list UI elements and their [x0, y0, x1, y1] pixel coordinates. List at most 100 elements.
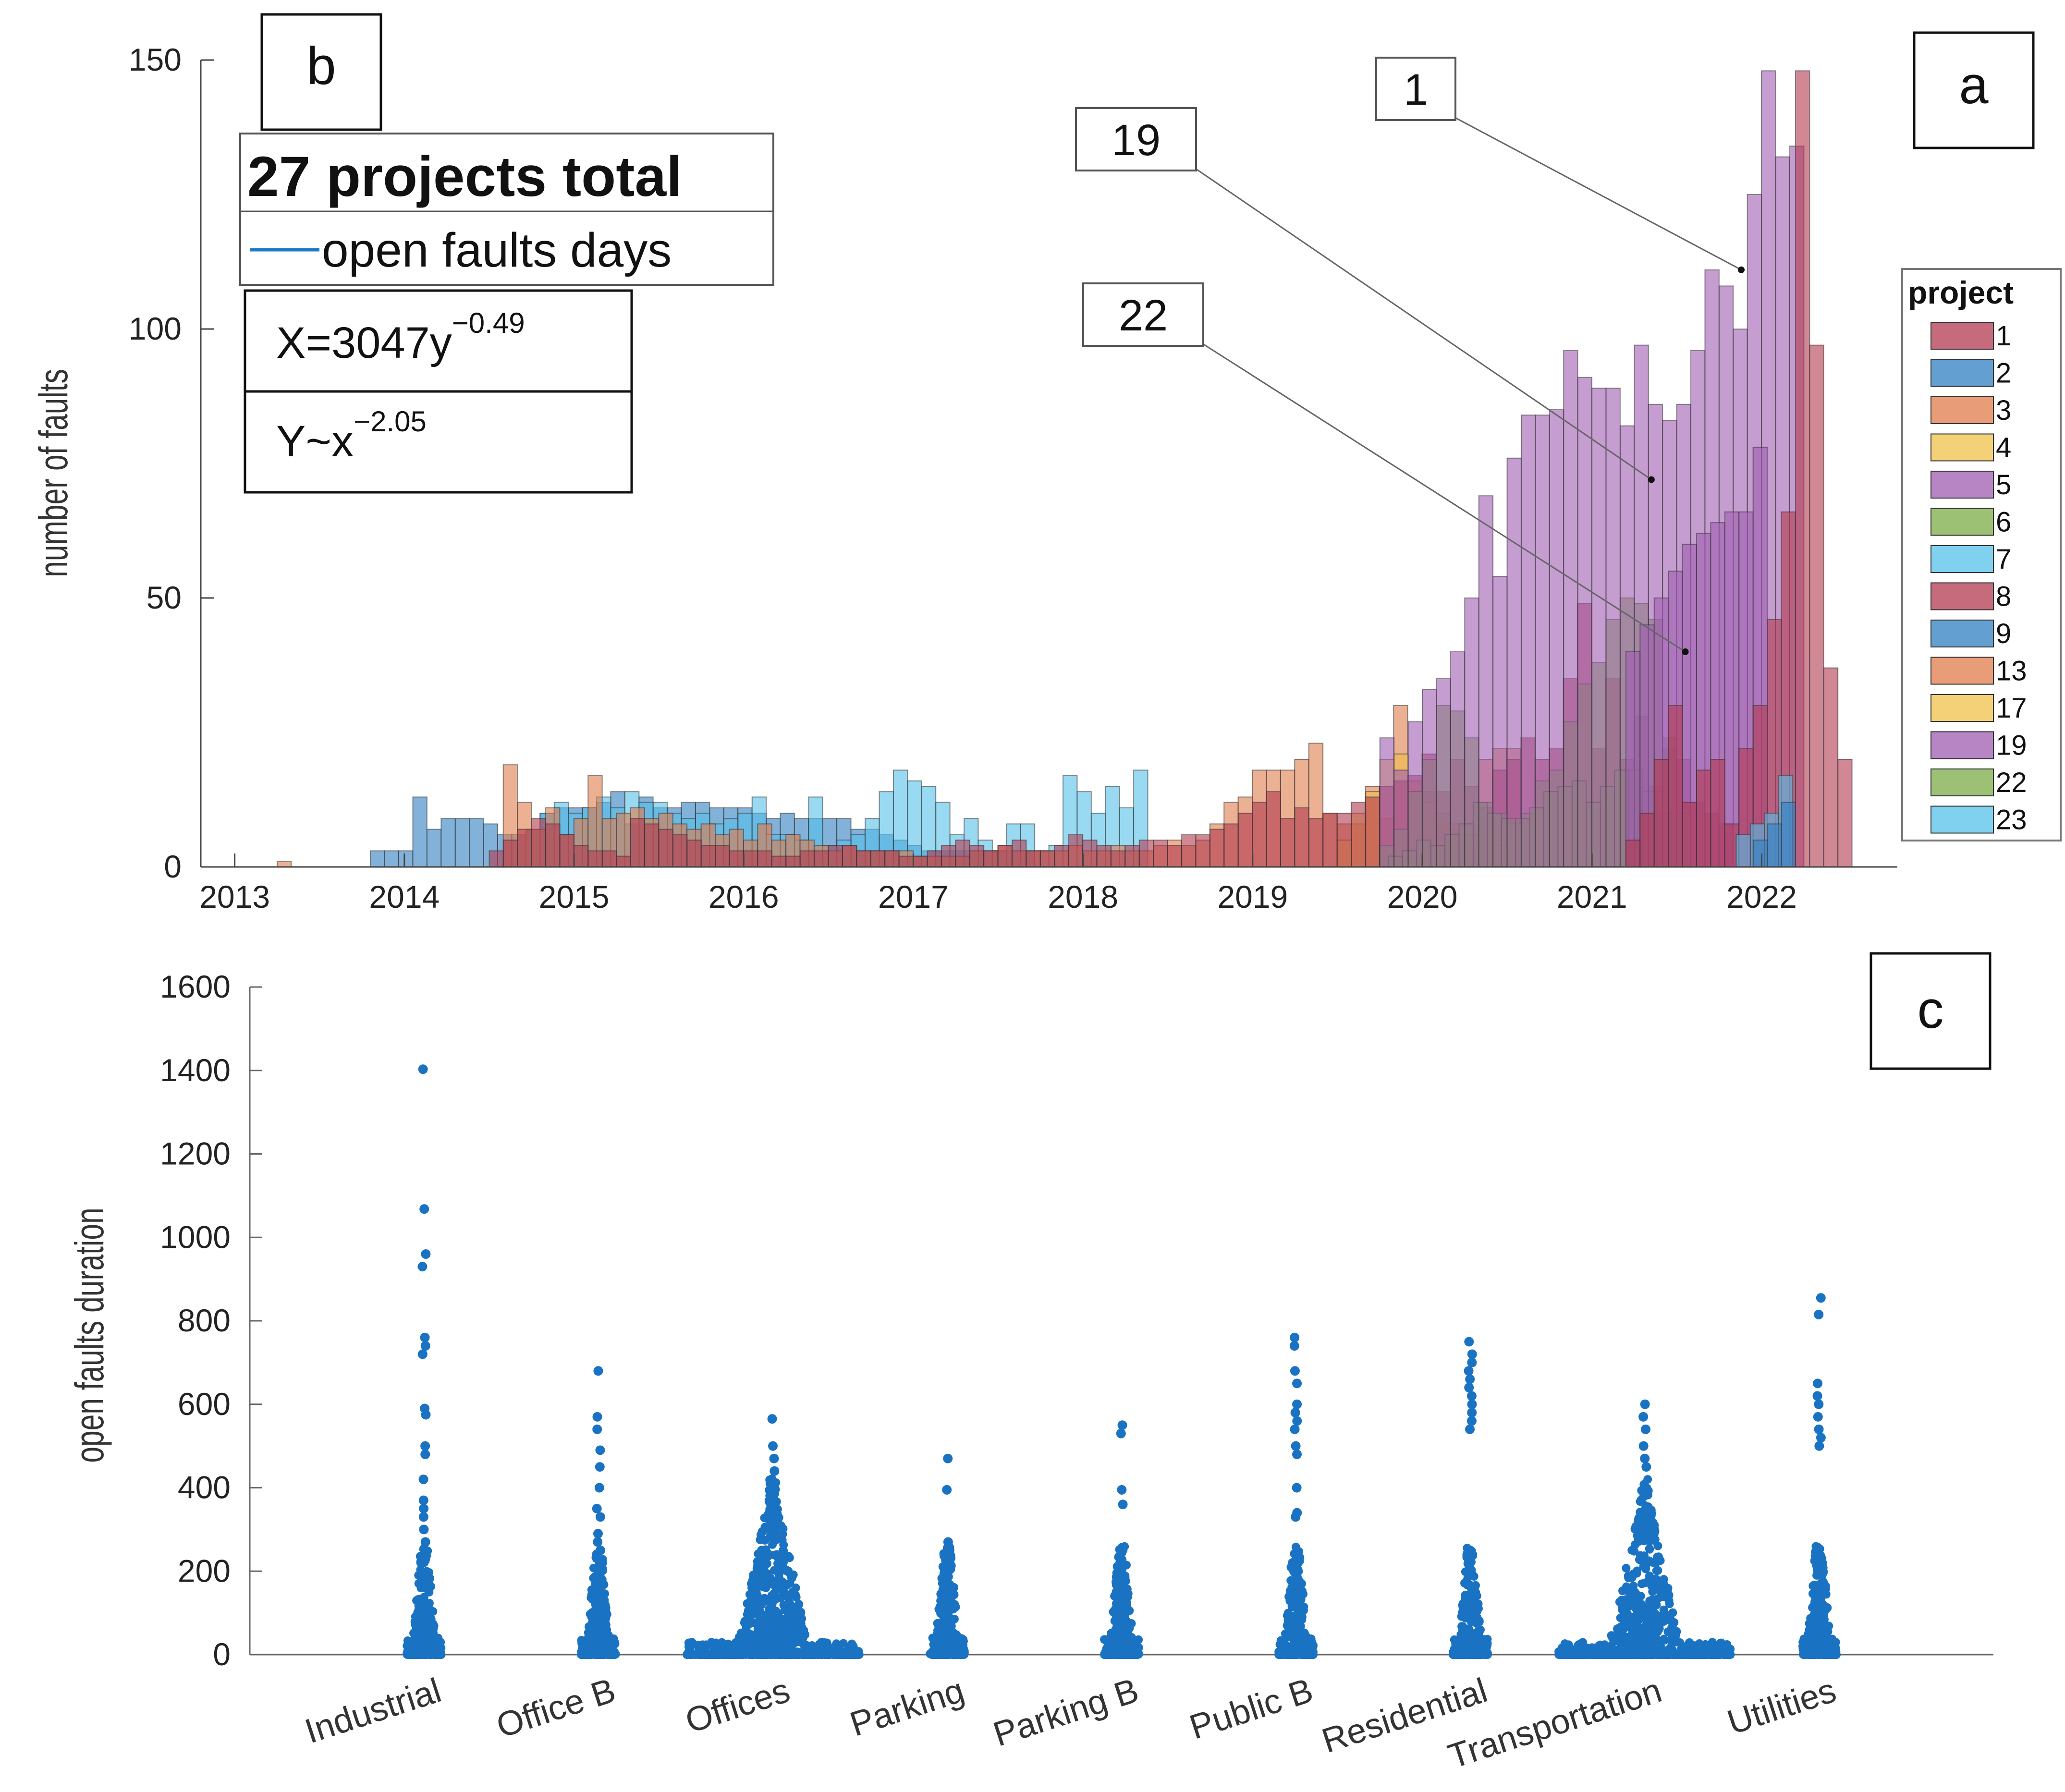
bar-series-8 [1351, 802, 1366, 867]
point [587, 1610, 597, 1620]
point [1645, 1544, 1654, 1553]
point [583, 1644, 592, 1653]
point-outlier [419, 1204, 429, 1214]
point-outlier [1292, 1483, 1302, 1493]
bar-series-9 [1767, 823, 1782, 868]
point-outlier [419, 1524, 429, 1535]
point [1653, 1566, 1662, 1575]
point [1631, 1644, 1640, 1653]
bar-series-8 [870, 850, 886, 868]
point [1295, 1616, 1305, 1625]
legend-item-2: 2 [1931, 358, 2011, 389]
point [938, 1592, 947, 1601]
x-tick-label: 2018 [1048, 879, 1118, 914]
point-outlier [595, 1545, 605, 1555]
points-transportation [1554, 1399, 1735, 1659]
bar-series-1 [1795, 70, 1810, 867]
point-outlier [418, 1512, 428, 1522]
point-outlier [1814, 1441, 1824, 1451]
point [756, 1575, 765, 1584]
panel-b-inset: b 27 projects total open faults days X=3… [239, 13, 774, 494]
callout-arrow [1450, 114, 1742, 271]
point-outlier [769, 1483, 779, 1493]
point-outlier [1465, 1424, 1475, 1434]
bar-series-5 [1422, 689, 1437, 868]
legend-swatch [1931, 657, 1994, 685]
point-outlier [1289, 1341, 1299, 1351]
bar-series-8 [658, 829, 673, 867]
y-tick-label: 0 [213, 1636, 231, 1672]
panel-b-formula-x: X=3047y−0.49 [276, 307, 525, 367]
point [748, 1590, 758, 1599]
point [769, 1535, 778, 1544]
bar-series-8 [700, 845, 716, 867]
legend-label: 19 [1996, 730, 2027, 761]
point [763, 1643, 772, 1652]
bar-series-5 [1506, 457, 1522, 867]
point [585, 1630, 594, 1639]
category-label: Office B [492, 1671, 620, 1745]
bar-series-8 [1237, 813, 1253, 867]
callout-label: 19 [1112, 116, 1161, 165]
point [1660, 1635, 1669, 1645]
point [947, 1620, 956, 1629]
point [799, 1650, 808, 1659]
point-outlier [1467, 1408, 1477, 1418]
legend-item-5: 5 [1931, 469, 2011, 500]
category-label: Industrial [300, 1671, 446, 1751]
point [1643, 1490, 1652, 1499]
point [1478, 1640, 1488, 1649]
point [847, 1639, 856, 1648]
bar-series-1 [1639, 813, 1655, 867]
point [773, 1559, 782, 1568]
legend-swatch [1931, 545, 1994, 573]
series-9 [1752, 802, 1796, 868]
bar-series-8 [559, 834, 574, 868]
point [795, 1607, 804, 1616]
point [775, 1577, 784, 1586]
legend-swatch [1931, 694, 1994, 722]
bar-series-5 [1464, 597, 1479, 867]
point [782, 1600, 792, 1609]
point [1100, 1635, 1110, 1645]
legend-swatch [1931, 471, 1994, 499]
point [1671, 1650, 1680, 1659]
bar-series-2 [398, 850, 414, 868]
point [1627, 1585, 1636, 1594]
point [764, 1509, 773, 1518]
point [422, 1567, 431, 1576]
point [1663, 1592, 1672, 1601]
point [1584, 1649, 1593, 1658]
point-outlier [1466, 1391, 1477, 1401]
point [414, 1623, 423, 1632]
x-tick-label: 2013 [199, 879, 270, 914]
bar-series-8 [1252, 802, 1267, 867]
point [1816, 1625, 1825, 1634]
panel-a-bars [276, 70, 1853, 868]
bar-series-8 [531, 818, 547, 867]
bar-series-8 [1195, 834, 1210, 868]
panel-a-y-axis-title: number of faults [31, 369, 76, 577]
point [1638, 1555, 1648, 1564]
bar-series-1 [1823, 667, 1839, 867]
point-outlier [418, 1495, 428, 1505]
bar-series-8 [1082, 840, 1098, 867]
bar-series-8 [517, 829, 532, 867]
x-tick-label: 2022 [1726, 879, 1797, 914]
bar-series-8 [489, 850, 504, 868]
point [1669, 1634, 1678, 1644]
point [1659, 1617, 1668, 1626]
point-outlier [1290, 1332, 1300, 1342]
bar-series-8 [743, 850, 758, 868]
point-outlier [418, 1064, 428, 1074]
point-outlier [1116, 1428, 1126, 1438]
bar-series-8 [1012, 840, 1027, 867]
point [1107, 1629, 1116, 1638]
point [744, 1606, 753, 1615]
bar-series-2 [426, 829, 442, 867]
point [1474, 1626, 1483, 1635]
points-industrial [403, 1064, 446, 1659]
point [736, 1636, 745, 1645]
point [1641, 1507, 1650, 1516]
legend-swatch [1931, 805, 1994, 834]
